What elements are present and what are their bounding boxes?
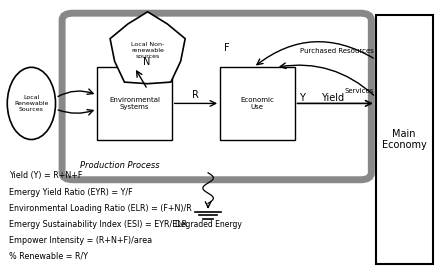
Text: Empower Intensity = (R+N+F)/area: Empower Intensity = (R+N+F)/area — [10, 236, 153, 245]
Polygon shape — [110, 12, 185, 84]
Bar — [376, 15, 433, 264]
Text: Environmental Loading Ratio (ELR) = (F+N)/R: Environmental Loading Ratio (ELR) = (F+N… — [10, 204, 192, 213]
Text: Y: Y — [299, 93, 305, 103]
Text: Yield (Y) = R+N+F: Yield (Y) = R+N+F — [10, 171, 83, 181]
FancyBboxPatch shape — [220, 67, 294, 140]
Text: Purchased Resources: Purchased Resources — [300, 48, 374, 54]
Text: Production Process: Production Process — [80, 161, 159, 170]
Text: Services: Services — [344, 88, 374, 94]
FancyBboxPatch shape — [97, 67, 172, 140]
Text: N: N — [143, 57, 150, 67]
Text: Degraded Energy: Degraded Energy — [175, 220, 242, 229]
Text: F: F — [224, 43, 230, 53]
Ellipse shape — [7, 67, 55, 140]
Text: Main
Economy: Main Economy — [382, 129, 427, 150]
Text: % Renewable = R/Y: % Renewable = R/Y — [10, 252, 88, 261]
Text: Local
Renewable
Sources: Local Renewable Sources — [14, 95, 48, 112]
Text: Emergy Yield Ratio (EYR) = Y/F: Emergy Yield Ratio (EYR) = Y/F — [10, 187, 133, 196]
Text: Environmental
Systems: Environmental Systems — [109, 97, 160, 110]
Text: R: R — [192, 90, 199, 100]
Text: Local Non-
renewable
sources: Local Non- renewable sources — [131, 42, 164, 59]
Text: Yield: Yield — [321, 93, 344, 103]
Text: Emergy Sustainability Index (ESI) = EYR/ELR: Emergy Sustainability Index (ESI) = EYR/… — [10, 220, 187, 229]
Text: Economic
Use: Economic Use — [240, 97, 274, 110]
